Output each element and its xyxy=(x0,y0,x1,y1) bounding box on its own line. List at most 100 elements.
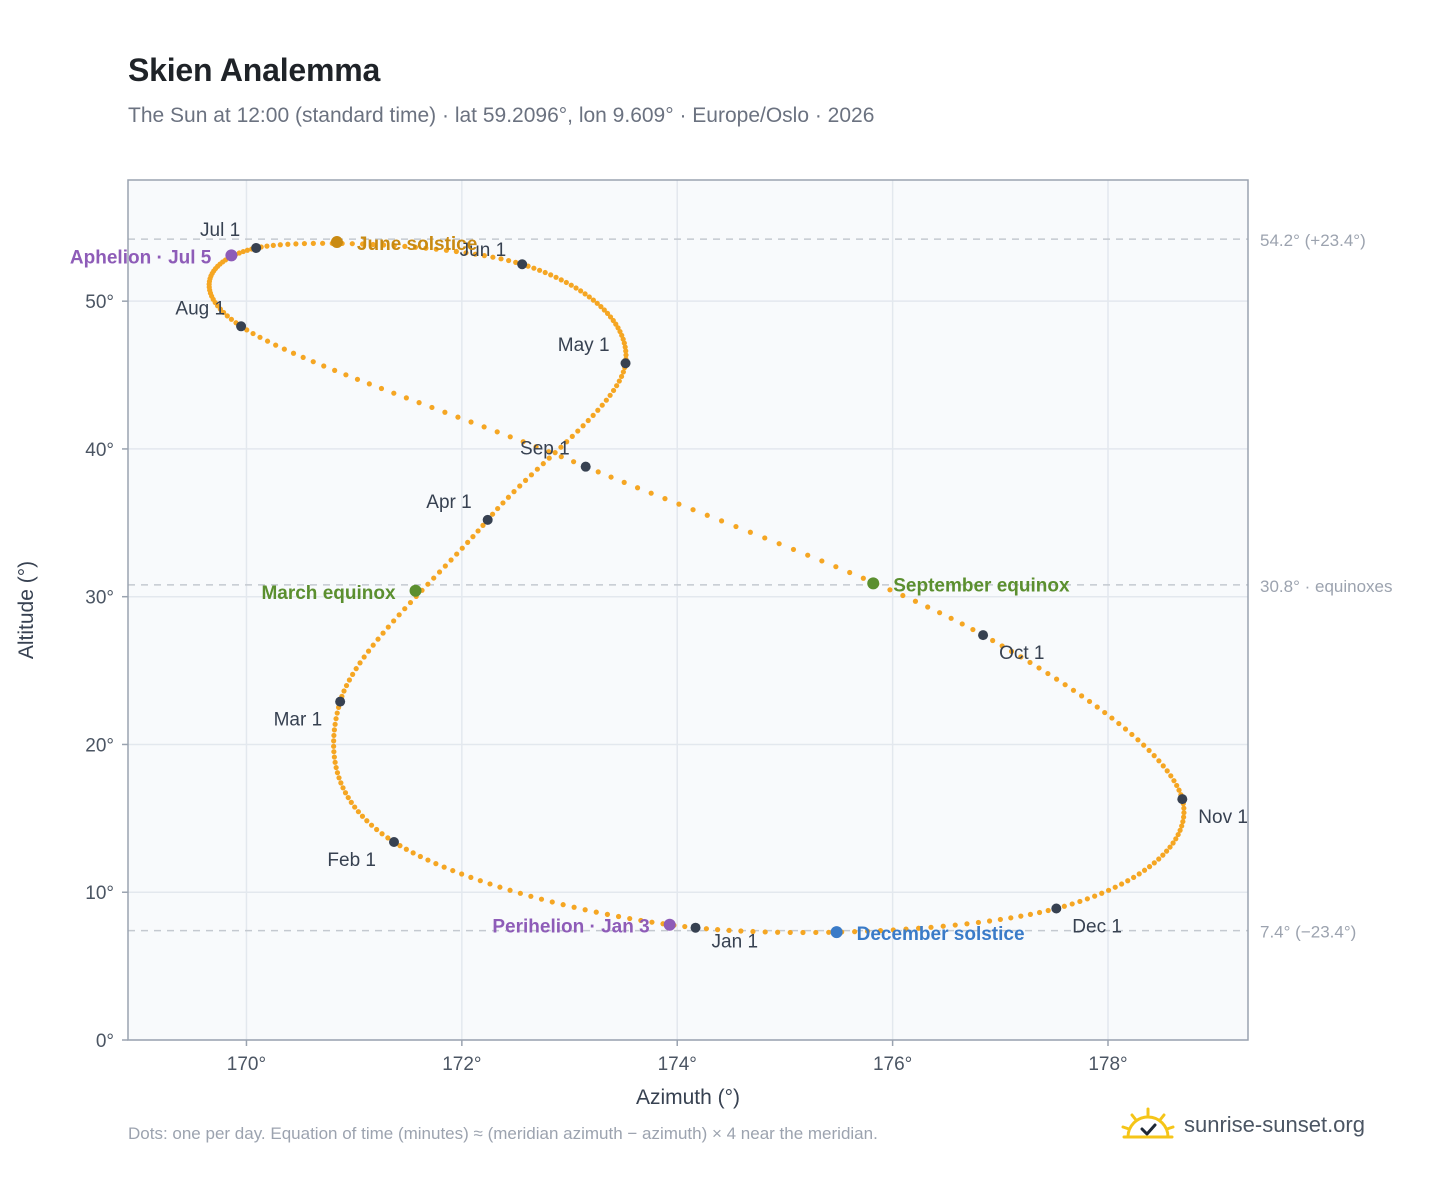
daily-sun-dot xyxy=(1079,693,1085,699)
daily-sun-dot xyxy=(250,330,256,337)
daily-sun-dot xyxy=(1141,742,1147,748)
y-tick-label: 30° xyxy=(85,588,114,609)
daily-sun-dot xyxy=(332,721,338,727)
daily-sun-dot xyxy=(459,545,465,551)
y-tick-label: 20° xyxy=(85,735,114,756)
daily-sun-dot xyxy=(1163,848,1170,854)
daily-sun-dot xyxy=(507,434,513,440)
daily-sun-dot xyxy=(1018,654,1024,660)
daily-sun-dot xyxy=(877,928,884,934)
daily-sun-dot xyxy=(738,928,744,934)
daily-sun-dot xyxy=(718,518,725,524)
daily-sun-dot xyxy=(1180,818,1186,825)
daily-sun-dot xyxy=(1077,898,1083,905)
daily-sun-dot xyxy=(331,738,337,744)
daily-sun-dot xyxy=(569,433,575,439)
daily-sun-dot xyxy=(986,918,993,924)
daily-sun-dot xyxy=(517,483,523,489)
daily-sun-dot xyxy=(937,610,943,616)
daily-sun-dot xyxy=(598,304,604,310)
daily-sun-dot xyxy=(538,896,545,902)
daily-sun-dot xyxy=(370,642,376,648)
daily-sun-dot xyxy=(614,383,620,389)
daily-sun-dot xyxy=(1105,887,1112,893)
daily-sun-dot xyxy=(385,624,391,630)
daily-sun-dot xyxy=(410,850,416,856)
daily-sun-dot xyxy=(940,923,946,929)
x-tick-label: 176° xyxy=(873,1054,912,1075)
daily-sun-dot xyxy=(513,259,519,265)
daily-sun-dot xyxy=(1151,753,1157,759)
daily-sun-dot xyxy=(1181,814,1187,820)
month-marker-label: Sep 1 xyxy=(520,439,570,460)
daily-sun-dot xyxy=(805,552,811,558)
daily-sun-dot xyxy=(610,317,616,324)
daily-sun-dot xyxy=(776,541,782,547)
daily-sun-dot xyxy=(497,884,503,890)
daily-sun-dot xyxy=(224,313,230,319)
daily-sun-dot xyxy=(1116,720,1122,727)
daily-sun-dot xyxy=(900,592,906,599)
daily-sun-dot xyxy=(1173,836,1179,842)
daily-sun-dot xyxy=(331,754,337,760)
month-marker-label: May 1 xyxy=(558,335,610,356)
daily-sun-dot xyxy=(531,265,537,271)
daily-sun-dot xyxy=(819,558,825,564)
daily-sun-dot xyxy=(1112,884,1118,890)
daily-sun-dot xyxy=(580,423,586,429)
daily-sun-dot xyxy=(1174,782,1180,789)
brand-logo[interactable]: sunrise-sunset.org xyxy=(1120,1100,1365,1150)
daily-sun-dot xyxy=(703,926,710,932)
daily-sun-dot xyxy=(331,743,337,749)
daily-sun-dot xyxy=(416,400,422,406)
daily-sun-dot xyxy=(378,385,385,392)
daily-sun-dot xyxy=(470,534,476,540)
daily-sun-dot xyxy=(1168,773,1174,779)
daily-sun-dot xyxy=(1092,893,1098,899)
daily-sun-dot xyxy=(417,853,423,860)
daily-sun-dot xyxy=(568,282,574,288)
daily-sun-dot xyxy=(903,926,909,932)
daily-sun-dot xyxy=(310,359,316,365)
daily-sun-dot xyxy=(489,511,496,517)
daily-sun-dot xyxy=(964,921,970,927)
daily-sun-dot xyxy=(397,843,403,849)
daily-sun-dot xyxy=(345,794,351,801)
x-tick-label: 170° xyxy=(227,1054,266,1075)
daily-sun-dot xyxy=(610,387,617,394)
daily-sun-dot xyxy=(264,243,270,249)
daily-sun-dot xyxy=(952,922,958,928)
daily-sun-dot xyxy=(864,928,871,934)
daily-sun-dot xyxy=(511,489,517,495)
daily-sun-dot xyxy=(507,887,513,893)
daily-sun-dot xyxy=(915,925,922,931)
daily-sun-dot xyxy=(285,241,291,247)
x-tick-label: 174° xyxy=(658,1054,697,1075)
daily-sun-dot xyxy=(290,350,297,356)
daily-sun-dot xyxy=(331,732,337,739)
daily-sun-dot xyxy=(627,915,633,922)
month-marker-label: Jan 1 xyxy=(712,932,758,953)
daily-sun-dot xyxy=(623,348,629,354)
daily-sun-dot xyxy=(948,615,954,621)
daily-sun-dot xyxy=(1008,915,1014,921)
daily-sun-dot xyxy=(1177,827,1183,833)
daily-sun-dot xyxy=(618,373,625,380)
daily-sun-dot xyxy=(273,342,279,348)
daily-sun-dot xyxy=(1171,778,1177,784)
daily-sun-dot xyxy=(341,688,347,694)
daily-sun-dot xyxy=(1099,890,1105,896)
daily-sun-dot xyxy=(622,344,628,350)
daily-sun-dot xyxy=(490,254,496,260)
daily-sun-dot xyxy=(228,316,235,322)
daily-sun-dot xyxy=(331,727,337,733)
daily-sun-dot xyxy=(912,598,919,604)
daily-sun-dot xyxy=(379,831,385,837)
daily-sun-dot xyxy=(682,923,688,930)
daily-sun-dot xyxy=(364,818,370,824)
daily-sun-dot xyxy=(391,243,397,249)
month-marker-label: Mar 1 xyxy=(274,710,323,731)
month-marker-label: Jun 1 xyxy=(460,240,506,261)
month-marker-label: Apr 1 xyxy=(426,492,471,513)
daily-sun-dot xyxy=(747,529,753,535)
